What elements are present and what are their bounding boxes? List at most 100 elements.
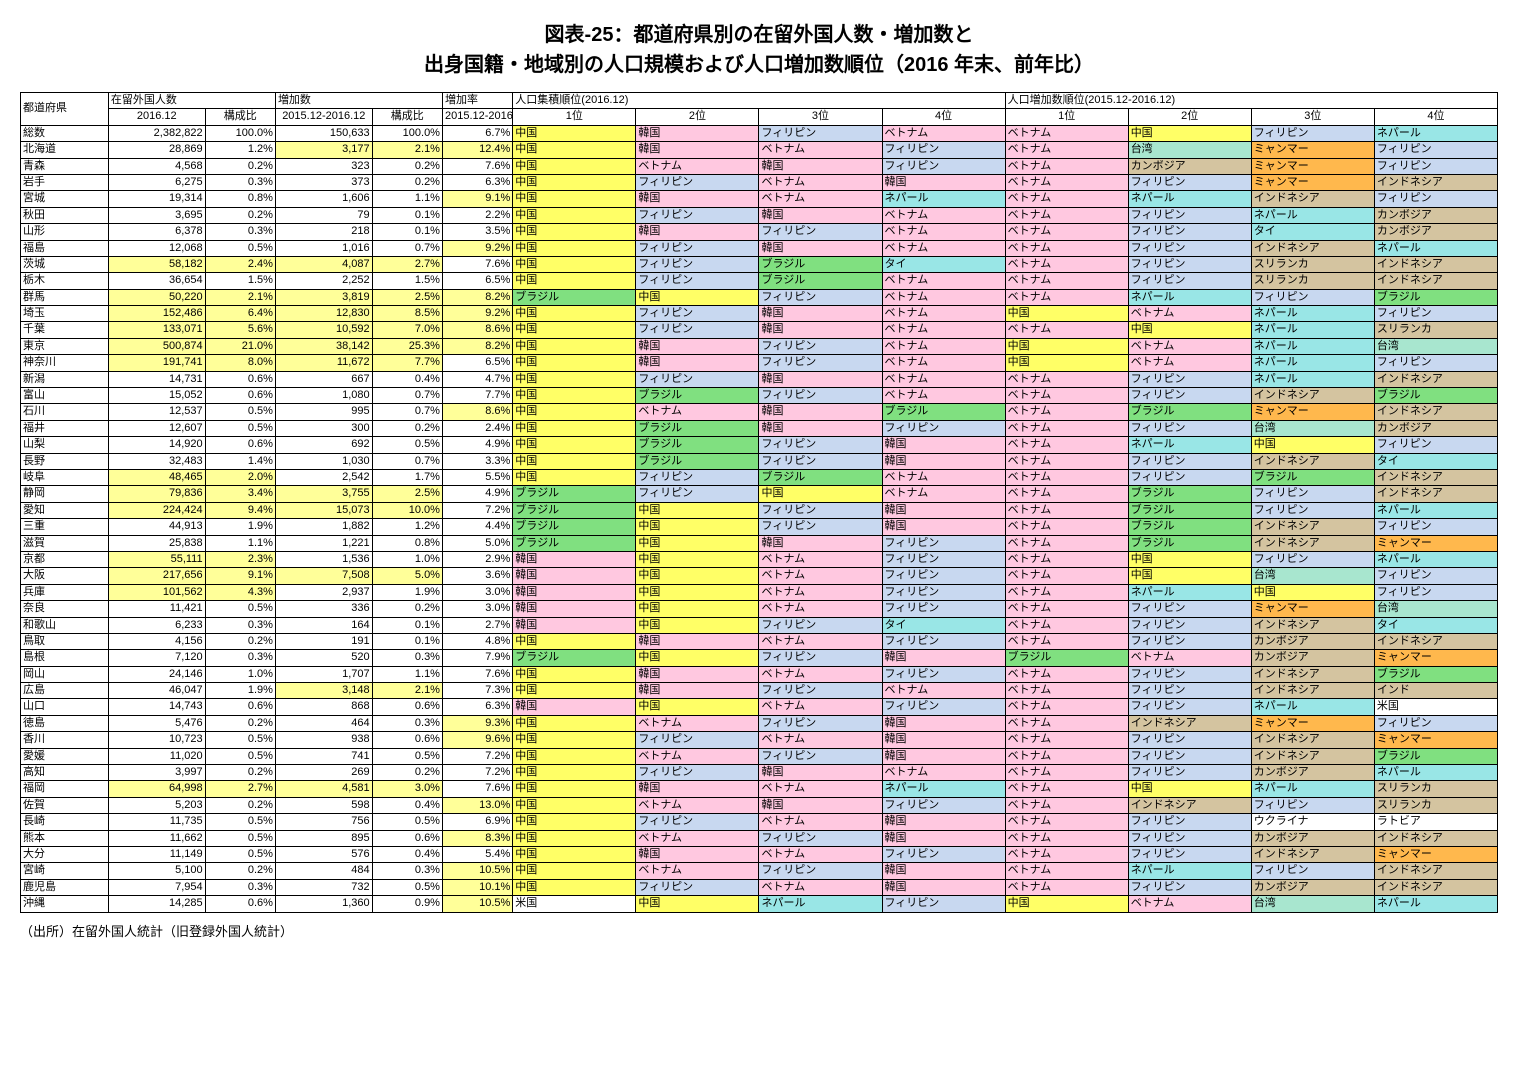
num-cell: 756 xyxy=(275,814,372,830)
country-cell: 中国 xyxy=(513,306,636,322)
country-cell: フィリピン xyxy=(636,306,759,322)
num-cell: 13.0% xyxy=(442,797,512,813)
pref-cell: 神奈川 xyxy=(21,355,109,371)
country-cell: 中国 xyxy=(513,388,636,404)
country-cell: ネパール xyxy=(1251,338,1374,354)
num-cell: 336 xyxy=(275,601,372,617)
pref-cell: 鹿児島 xyxy=(21,879,109,895)
num-cell: 2,937 xyxy=(275,584,372,600)
num-cell: 576 xyxy=(275,846,372,862)
country-cell: ベトナム xyxy=(1005,551,1128,567)
country-cell: ベトナム xyxy=(1005,765,1128,781)
country-cell: ベトナム xyxy=(1005,666,1128,682)
table-row: 宮城19,3140.8%1,6061.1%9.1%中国韓国ベトナムネパールベトナ… xyxy=(21,191,1498,207)
table-row: 埼玉152,4866.4%12,8308.5%9.2%中国フィリピン韓国ベトナム… xyxy=(21,306,1498,322)
sub-period: 2015.12-2016.12 xyxy=(275,109,372,125)
country-cell: ネパール xyxy=(1251,371,1374,387)
num-cell: 0.1% xyxy=(372,633,442,649)
country-cell: ベトナム xyxy=(882,322,1005,338)
country-cell: フィリピン xyxy=(1374,715,1497,731)
num-cell: 8.5% xyxy=(372,306,442,322)
country-cell: 中国 xyxy=(636,896,759,912)
country-cell: フィリピン xyxy=(1128,666,1251,682)
country-cell: タイ xyxy=(1374,617,1497,633)
country-cell: フィリピン xyxy=(1251,797,1374,813)
country-cell: ベトナム xyxy=(1005,437,1128,453)
country-cell: ベトナム xyxy=(882,125,1005,141)
country-cell: ベトナム xyxy=(1005,601,1128,617)
pref-cell: 福岡 xyxy=(21,781,109,797)
pref-cell: 東京 xyxy=(21,338,109,354)
country-cell: ベトナム xyxy=(759,568,882,584)
country-cell: インドネシア xyxy=(1128,715,1251,731)
num-cell: 10.5% xyxy=(442,896,512,912)
num-cell: 2.7% xyxy=(205,781,275,797)
num-cell: 224,424 xyxy=(108,502,205,518)
num-cell: 1.0% xyxy=(205,666,275,682)
pref-cell: 愛知 xyxy=(21,502,109,518)
num-cell: 15,052 xyxy=(108,388,205,404)
country-cell: ブラジル xyxy=(513,519,636,535)
num-cell: 191,741 xyxy=(108,355,205,371)
country-cell: 中国 xyxy=(1128,125,1251,141)
num-cell: 46,047 xyxy=(108,683,205,699)
table-row: 兵庫101,5624.3%2,9371.9%3.0%韓国中国ベトナムフィリピンベ… xyxy=(21,584,1498,600)
num-cell: 7.7% xyxy=(442,388,512,404)
num-cell: 0.8% xyxy=(372,535,442,551)
pref-cell: 高知 xyxy=(21,765,109,781)
country-cell: カンボジア xyxy=(1374,224,1497,240)
num-cell: 0.2% xyxy=(205,765,275,781)
num-cell: 6.3% xyxy=(442,699,512,715)
country-cell: フィリピン xyxy=(882,551,1005,567)
country-cell: インドネシア xyxy=(1251,683,1374,699)
sub-date: 2016.12 xyxy=(108,109,205,125)
country-cell: 中国 xyxy=(513,371,636,387)
num-cell: 9.1% xyxy=(205,568,275,584)
country-cell: 中国 xyxy=(513,240,636,256)
country-cell: ベトナム xyxy=(759,879,882,895)
country-cell: フィリピン xyxy=(882,601,1005,617)
pref-cell: 茨城 xyxy=(21,256,109,272)
num-cell: 3.4% xyxy=(205,486,275,502)
num-cell: 21.0% xyxy=(205,338,275,354)
table-body: 総数2,382,822100.0%150,633100.0%6.7%中国韓国フィ… xyxy=(21,125,1498,912)
num-cell: 25,838 xyxy=(108,535,205,551)
num-cell: 2.1% xyxy=(205,289,275,305)
country-cell: フィリピン xyxy=(1128,240,1251,256)
num-cell: 0.6% xyxy=(205,371,275,387)
num-cell: 164 xyxy=(275,617,372,633)
country-cell: 韓国 xyxy=(882,732,1005,748)
country-cell: ベトナム xyxy=(1005,617,1128,633)
country-cell: ベトナム xyxy=(1005,322,1128,338)
num-cell: 3.0% xyxy=(442,584,512,600)
source-note: （出所）在留外国人統計（旧登録外国人統計） xyxy=(20,921,1498,940)
num-cell: 3,755 xyxy=(275,486,372,502)
num-cell: 0.5% xyxy=(372,814,442,830)
num-cell: 2.9% xyxy=(442,551,512,567)
country-cell: 韓国 xyxy=(636,781,759,797)
country-cell: 中国 xyxy=(513,453,636,469)
pref-cell: 島根 xyxy=(21,650,109,666)
pref-cell: 奈良 xyxy=(21,601,109,617)
num-cell: 5.4% xyxy=(442,846,512,862)
col-growth-rank: 人口増加数順位(2015.12-2016.12) xyxy=(1005,93,1497,109)
num-cell: 58,182 xyxy=(108,256,205,272)
num-cell: 2.1% xyxy=(372,683,442,699)
country-cell: ネパール xyxy=(1251,781,1374,797)
country-cell: 韓国 xyxy=(882,863,1005,879)
country-cell: 中国 xyxy=(513,273,636,289)
country-cell: 韓国 xyxy=(636,125,759,141)
country-cell: ベトナム xyxy=(1005,240,1128,256)
num-cell: 0.3% xyxy=(205,650,275,666)
num-cell: 732 xyxy=(275,879,372,895)
num-cell: 11,421 xyxy=(108,601,205,617)
pref-cell: 和歌山 xyxy=(21,617,109,633)
pref-cell: 広島 xyxy=(21,683,109,699)
table-row: 東京500,87421.0%38,14225.3%8.2%中国韓国フィリピンベト… xyxy=(21,338,1498,354)
num-cell: 0.3% xyxy=(205,174,275,190)
table-row: 高知3,9970.2%2690.2%7.2%中国フィリピン韓国ベトナムベトナムフ… xyxy=(21,765,1498,781)
country-cell: フィリピン xyxy=(636,273,759,289)
num-cell: 55,111 xyxy=(108,551,205,567)
num-cell: 1.7% xyxy=(372,469,442,485)
num-cell: 150,633 xyxy=(275,125,372,141)
